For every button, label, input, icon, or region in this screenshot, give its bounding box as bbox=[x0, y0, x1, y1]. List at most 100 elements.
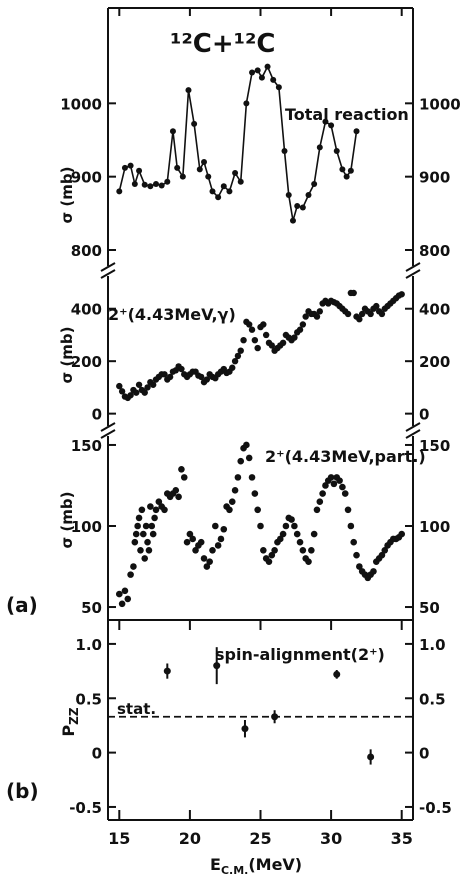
pzz-point bbox=[271, 713, 279, 721]
panel-label-a: (a) bbox=[6, 593, 38, 617]
chart-marks bbox=[108, 63, 413, 765]
particle-point bbox=[141, 555, 149, 562]
gamma-point bbox=[240, 336, 247, 344]
svg-text:PZZ: PZZ bbox=[59, 707, 81, 736]
axis-break-mark bbox=[405, 269, 421, 279]
gamma-point bbox=[203, 376, 211, 383]
y-tick-label-left: 400 bbox=[71, 301, 102, 319]
total-reaction-point bbox=[147, 183, 154, 190]
gamma-point bbox=[229, 364, 236, 371]
particle-point bbox=[137, 547, 144, 554]
particle-point bbox=[206, 558, 213, 565]
particle-point bbox=[145, 547, 153, 554]
svg-text:σ (mb): σ (mb) bbox=[58, 327, 76, 384]
particle-point bbox=[291, 522, 298, 530]
y-tick-label-left: 0 bbox=[92, 406, 102, 424]
particle-point bbox=[251, 490, 259, 497]
y-tick-label-left: 0.5 bbox=[75, 690, 102, 708]
gamma-point bbox=[118, 388, 126, 395]
particle-point bbox=[189, 535, 197, 543]
y-tick-label-right: 800 bbox=[419, 242, 450, 260]
particle-point bbox=[234, 474, 242, 481]
gamma-point bbox=[373, 302, 380, 310]
y-tick-label-left: 50 bbox=[81, 599, 102, 617]
total-reaction-point bbox=[258, 74, 265, 81]
stat-label: stat. bbox=[117, 700, 156, 718]
total-reaction-point bbox=[285, 192, 292, 198]
particle-point bbox=[260, 547, 267, 554]
particle-point bbox=[144, 538, 151, 546]
particle-point bbox=[339, 483, 346, 491]
y-tick-label-left: -0.5 bbox=[69, 799, 102, 817]
gamma-label: 2⁺(4.43MeV,γ) bbox=[108, 305, 236, 324]
particle-point bbox=[132, 530, 140, 538]
particle-point bbox=[130, 563, 137, 570]
x-axis-title: EC.M.(MeV) bbox=[210, 855, 302, 877]
gamma-point bbox=[141, 389, 148, 396]
particle-point bbox=[336, 477, 343, 484]
particle-point bbox=[155, 498, 163, 505]
pzz-point bbox=[367, 753, 375, 761]
particle-point bbox=[134, 522, 141, 530]
total-reaction-point bbox=[232, 170, 239, 176]
gamma-point bbox=[344, 310, 352, 318]
gamma-point bbox=[367, 310, 374, 318]
particle-point bbox=[378, 551, 386, 559]
particle-point bbox=[214, 542, 222, 549]
particle-point bbox=[257, 522, 264, 530]
particle-point bbox=[180, 474, 188, 481]
pzz-point bbox=[213, 662, 221, 670]
total-reaction-point bbox=[141, 181, 148, 188]
y-tick-label-left: 1.0 bbox=[75, 636, 102, 654]
axis-break-gap bbox=[407, 426, 419, 436]
axis-break-gap bbox=[102, 426, 114, 436]
ylabel-pzz: PZZ bbox=[59, 707, 81, 736]
x-tick-label: 15 bbox=[108, 829, 130, 848]
particle-point bbox=[305, 558, 312, 565]
total-reaction-point bbox=[264, 63, 271, 70]
ylabel-particle: σ (mb) bbox=[58, 492, 76, 549]
y-tick-label-right: 0 bbox=[419, 406, 429, 424]
total-reaction-point bbox=[343, 173, 350, 180]
particle-point bbox=[183, 538, 191, 546]
particle-point bbox=[138, 506, 146, 514]
particle-point bbox=[151, 514, 158, 522]
total-reaction-point bbox=[237, 178, 244, 185]
total-reaction-point bbox=[196, 166, 203, 173]
particle-point bbox=[118, 600, 126, 608]
particle-point bbox=[231, 487, 239, 494]
particle-point bbox=[350, 538, 357, 546]
axis-break-mark bbox=[100, 429, 116, 439]
figure-title: ¹²C+¹²C bbox=[170, 29, 276, 59]
particle-point bbox=[296, 538, 304, 546]
particle-point bbox=[276, 535, 284, 543]
particle-point bbox=[228, 498, 236, 505]
x-tick-label: 20 bbox=[179, 829, 201, 848]
y-tick-label-left: 200 bbox=[71, 353, 102, 371]
y-tick-label-right: 0.5 bbox=[419, 690, 446, 708]
particle-point bbox=[370, 568, 377, 575]
particle-point bbox=[347, 522, 355, 530]
y-tick-label-left: 800 bbox=[71, 242, 102, 260]
gamma-point bbox=[358, 310, 366, 318]
gamma-point bbox=[144, 384, 151, 391]
particle-point bbox=[353, 551, 360, 559]
ylabel-total: σ (mb) bbox=[58, 167, 76, 224]
particle-point bbox=[212, 522, 219, 530]
particle-point bbox=[381, 547, 389, 554]
total-reaction-point bbox=[116, 188, 123, 195]
particle-point bbox=[131, 538, 139, 546]
gamma-point bbox=[149, 381, 157, 388]
total-reaction-point bbox=[299, 204, 306, 211]
particle-point bbox=[203, 563, 211, 570]
gamma-point bbox=[246, 321, 253, 328]
particle-point bbox=[341, 490, 349, 497]
total-reaction-point bbox=[158, 182, 165, 189]
particle-point bbox=[140, 530, 147, 538]
total-reaction-point bbox=[185, 87, 192, 94]
gamma-point bbox=[356, 316, 363, 323]
total-reaction-point bbox=[205, 173, 212, 180]
particle-point bbox=[217, 535, 225, 543]
y-tick-label-right: 50 bbox=[419, 599, 440, 617]
